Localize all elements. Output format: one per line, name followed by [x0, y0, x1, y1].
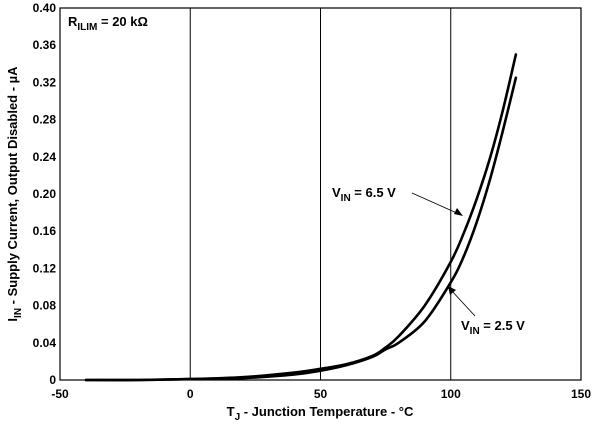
y-tick-label: 0.08 — [33, 299, 57, 313]
x-tick-label: 50 — [314, 387, 328, 401]
arrow-6-5v — [411, 192, 460, 215]
annotation-rilim: RILIM = 20 kΩ — [68, 14, 148, 33]
y-tick-label: 0 — [49, 373, 56, 387]
arrow-2-5v — [450, 289, 476, 317]
x-tick-label: 100 — [441, 387, 461, 401]
y-tick-label: 0.04 — [33, 336, 57, 350]
x-tick-label: 0 — [187, 387, 194, 401]
y-tick-label: 0.24 — [33, 150, 57, 164]
y-tick-label: 0.20 — [33, 187, 57, 201]
series-lines — [84, 53, 518, 382]
x-tick-label: -50 — [51, 387, 69, 401]
series-line-vin-6-5v — [84, 53, 518, 382]
y-tick-label: 0.36 — [33, 38, 57, 52]
arrowhead-6-5v — [454, 208, 463, 216]
y-tick-label: 0.16 — [33, 224, 57, 238]
series-line-vin-2-5v — [84, 76, 518, 382]
y-tick-label: 0.28 — [33, 113, 57, 127]
grid — [189, 8, 452, 380]
y-tick-label: 0.32 — [33, 75, 57, 89]
arrowhead-2-5v — [448, 286, 456, 295]
y-axis-title: IIN - Supply Current, Output Disabled - … — [5, 66, 24, 322]
x-axis-title: TJ - Junction Temperature - °C — [227, 404, 414, 423]
y-tick-label: 0.12 — [33, 261, 57, 275]
x-tick-label: 150 — [571, 387, 591, 401]
x-tick-labels: -50 0 50 100 150 — [51, 387, 591, 401]
series-label-2-5v: VIN = 2.5 V — [461, 318, 525, 337]
series-label-6-5v: VIN = 6.5 V — [332, 185, 396, 204]
y-tick-labels: 0 0.04 0.08 0.12 0.16 0.20 0.24 0.28 0.32 0.36 0.4… — [33, 1, 57, 387]
plot-frame — [59, 7, 582, 381]
y-tick-label: 0.40 — [33, 1, 57, 15]
